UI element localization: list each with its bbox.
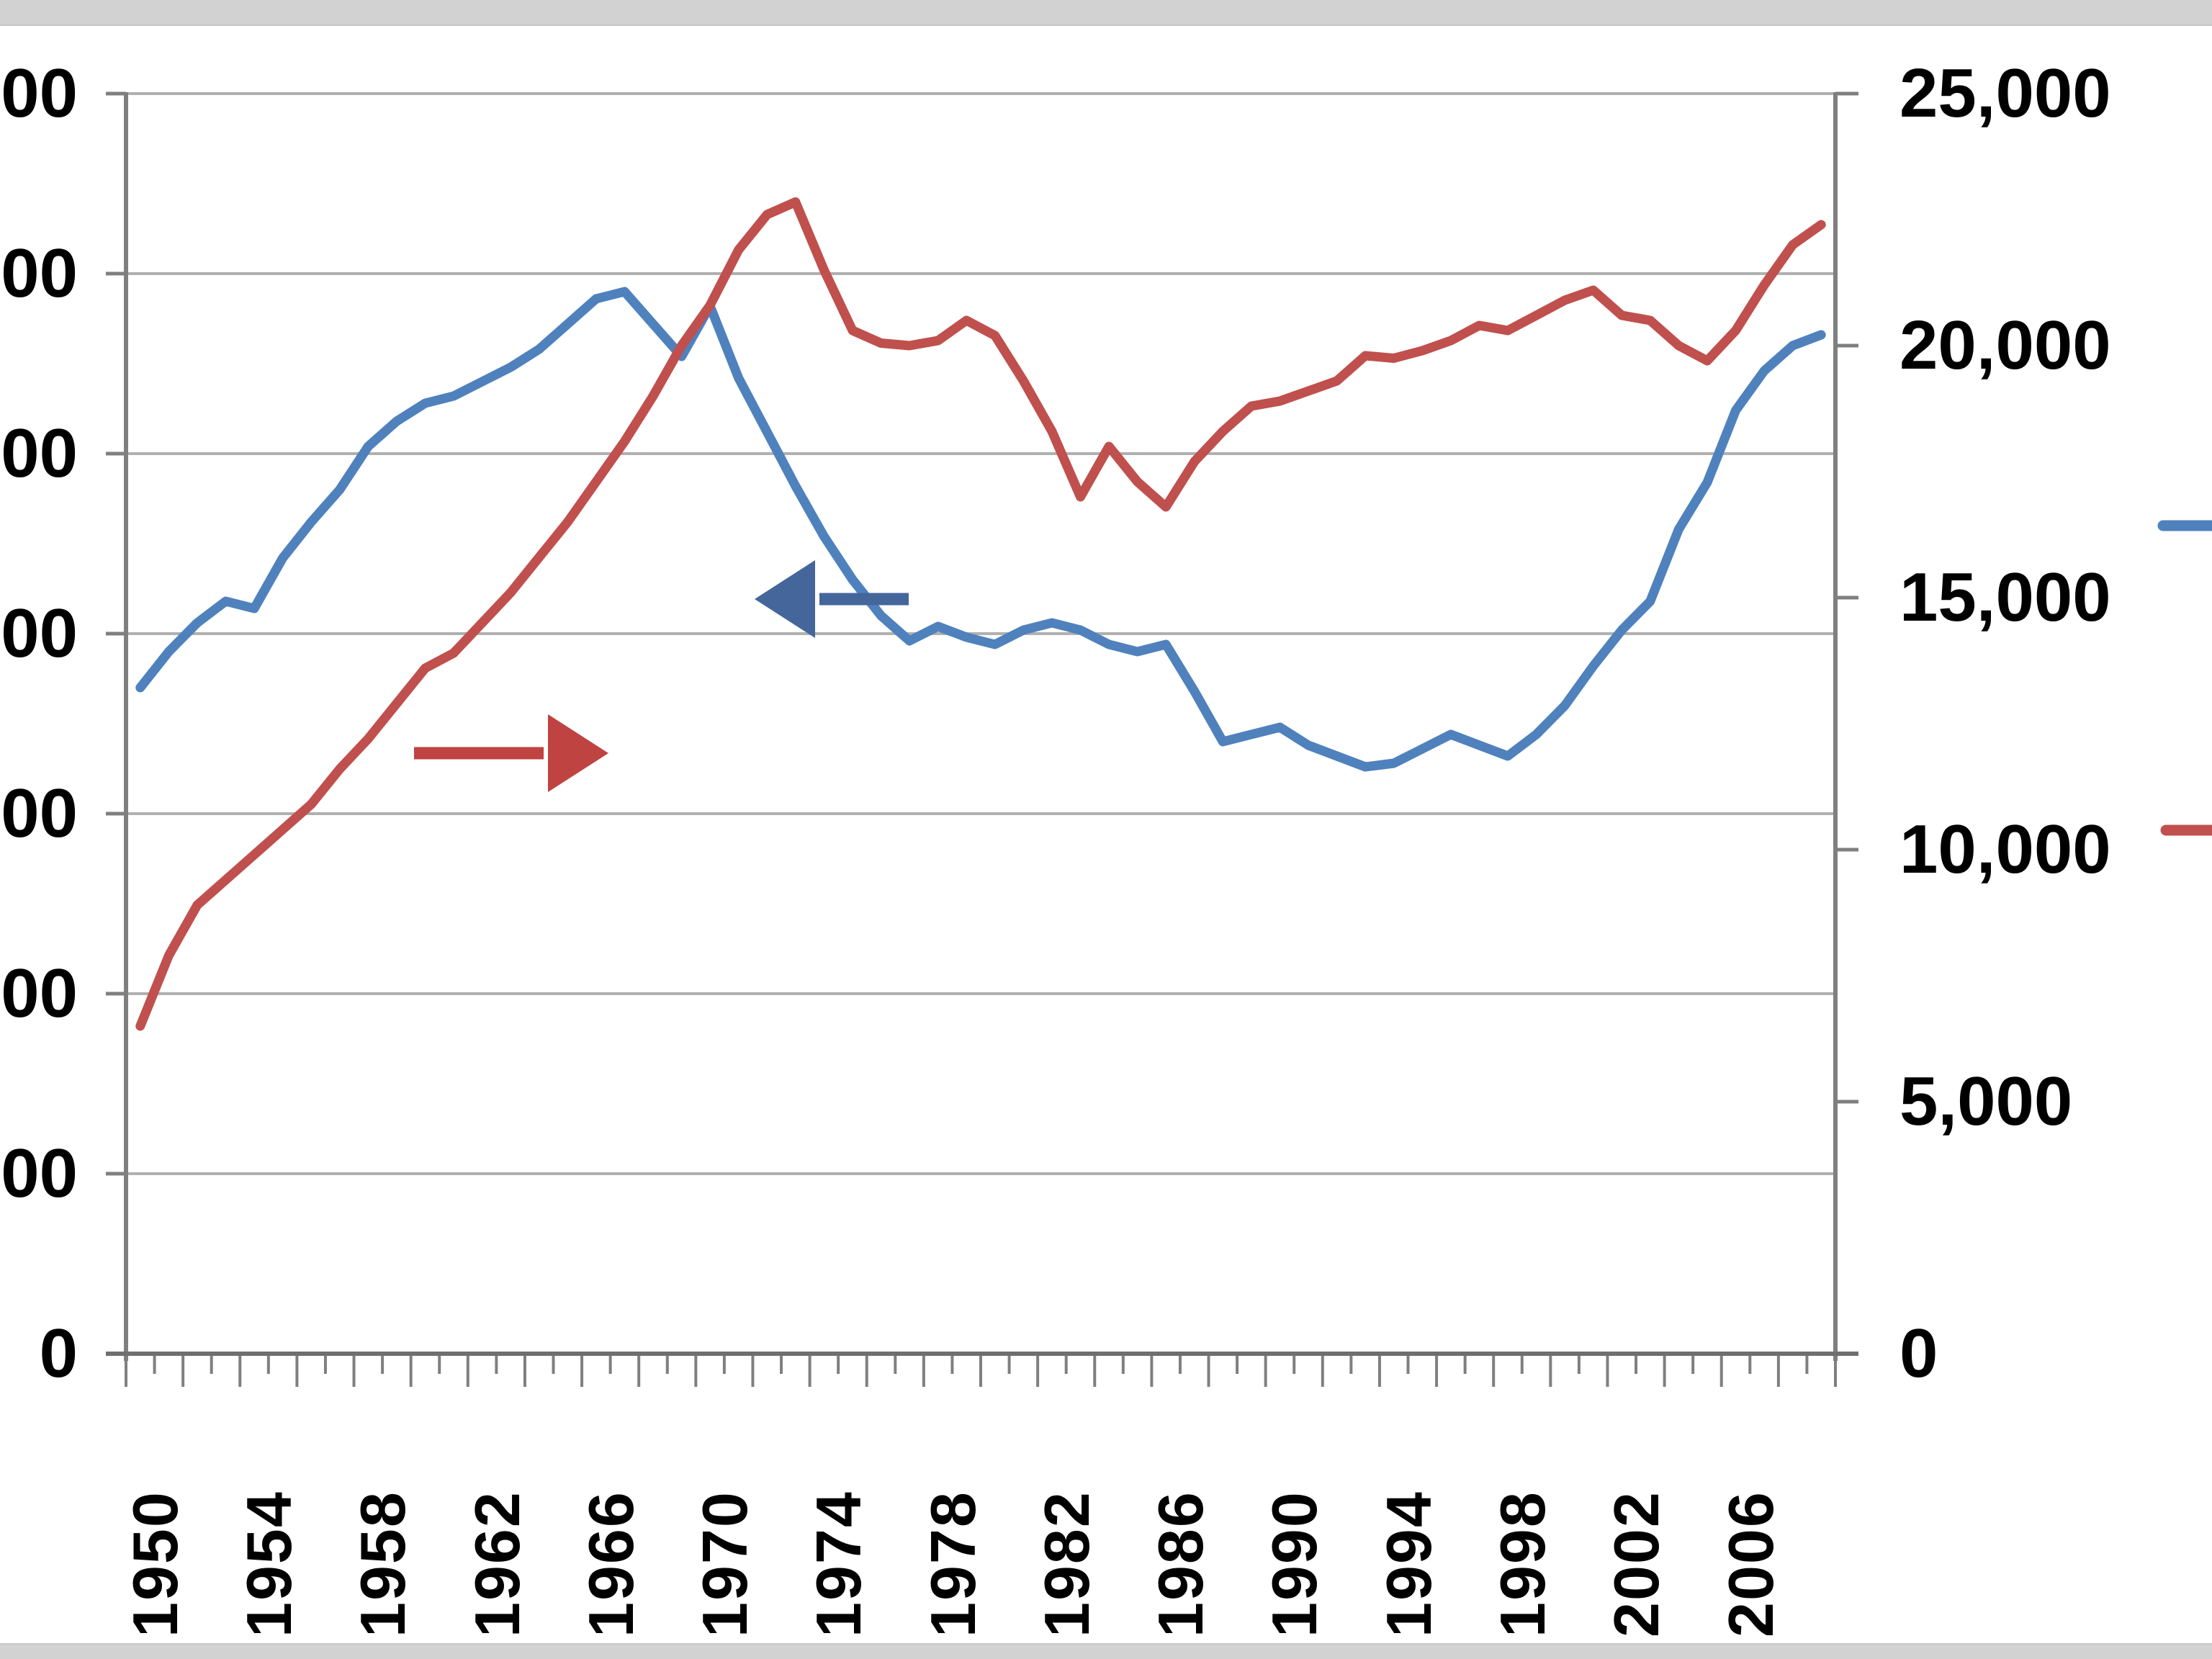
x-axis-tick-label: 2002	[1601, 1491, 1673, 1637]
red-right-arrow[interactable]	[414, 714, 608, 792]
left-axis-tick-label: 3,500	[0, 55, 78, 132]
left-axis-tick-label: 3,000	[0, 235, 78, 312]
blue-series-line[interactable]	[135, 287, 1826, 772]
x-axis-tick-label: 1978	[917, 1491, 989, 1637]
left-axis-tick-label: 1,000	[0, 955, 78, 1032]
x-axis-tick-label: 1958	[347, 1491, 419, 1637]
red-series-line[interactable]	[135, 197, 1826, 1031]
left-axis-tick-label: 2,500	[0, 415, 78, 492]
right-axis-tick-label: 10,000	[1899, 811, 2111, 888]
x-axis-tick-label: 1990	[1259, 1491, 1331, 1637]
top-window-chrome-bar	[0, 0, 2212, 26]
x-axis-tick-label: 1994	[1372, 1491, 1444, 1637]
blue-left-arrow-head	[755, 560, 815, 638]
right-axis-tick-label: 5,000	[1899, 1063, 2073, 1140]
x-axis-tick-label: 1954	[233, 1491, 305, 1637]
x-axis-tick-label: 1962	[461, 1491, 533, 1637]
right-axis-tick-label: 15,000	[1899, 559, 2111, 636]
x-axis-tick-label: 1982	[1030, 1491, 1102, 1637]
left-axis-tick-label: 500	[0, 1135, 78, 1212]
right-axis-tick-label: 0	[1899, 1315, 1938, 1392]
red-right-arrow-head	[548, 714, 608, 792]
left-axis-tick-label: 0	[39, 1315, 78, 1392]
left-axis-tick-label: 2,000	[0, 595, 78, 672]
right-axis-tick-label: 25,000	[1899, 55, 2111, 132]
x-axis-tick-label: 1950	[119, 1491, 191, 1637]
x-axis-tick-label: 1970	[689, 1491, 761, 1637]
bottom-window-chrome-bar	[0, 1643, 2212, 1659]
x-axis-tick-label: 1974	[803, 1491, 875, 1637]
x-axis-tick-label: 1998	[1486, 1491, 1558, 1637]
left-axis-tick-label: 1,500	[0, 775, 78, 852]
blue-left-arrow[interactable]	[755, 560, 909, 638]
x-axis-tick-label: 2006	[1714, 1491, 1786, 1637]
x-axis-tick-label: 1986	[1145, 1491, 1217, 1637]
x-axis-tick-label: 1966	[575, 1491, 647, 1637]
right-axis-tick-label: 20,000	[1899, 307, 2111, 384]
